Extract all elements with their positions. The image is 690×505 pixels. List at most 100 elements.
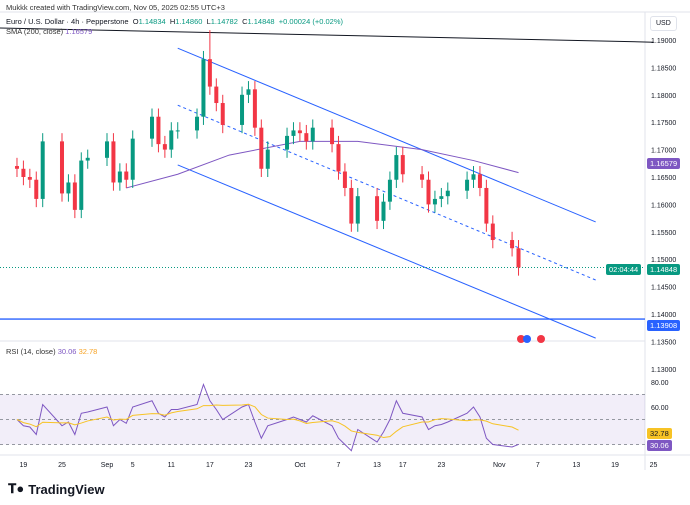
symbol-name[interactable]: Euro / U.S. Dollar · 4h · Pepperstone [6,17,129,26]
candle-body [420,174,425,180]
candle-body [175,130,180,132]
candle-body [156,116,161,145]
change-value: +0.00024 (+0.02%) [278,17,343,26]
rsi-ma-label: 32.78 [647,428,672,439]
candle-body [117,171,122,183]
price-tick: 1.16000 [651,202,676,209]
candle-body [150,116,155,139]
candle-body [130,138,135,180]
candle-body [265,149,270,169]
candle-body [169,130,174,150]
sma-legend[interactable]: SMA (200, close) 1.16579 [6,27,92,36]
rsi-label-tag: 30.06 [647,440,672,451]
time-tick: 13 [373,462,381,469]
price-tick: 1.17000 [651,148,676,155]
candle-body [105,141,109,158]
rsi-tick: 80.00 [651,380,669,387]
price-tick: 1.13000 [651,367,676,374]
candle-body [285,135,290,150]
candle-body [240,94,245,125]
price-tick: 1.14500 [651,285,676,292]
logo-text: TradingView [28,481,105,497]
candle-body [310,127,315,142]
hline-price-label: 1.13908 [647,320,681,331]
sma-price-label: 1.16579 [647,158,681,169]
candle-body [291,130,296,136]
tradingview-logo[interactable]: 𝐓● TradingView [8,481,105,497]
open-label: O [132,17,139,26]
rsi-pane [0,383,645,452]
time-tick: 17 [206,462,214,469]
candle-body [14,166,19,169]
time-tick: 19 [20,462,28,469]
channel-lower-line [177,164,596,339]
high-value: 1.14860 [175,17,203,26]
candle-body [201,59,206,117]
pane-separators [0,11,690,470]
candle-body [484,187,489,224]
candle-body [336,144,341,172]
candle-body [246,89,251,95]
time-tick: Nov [493,462,506,469]
candle-body [394,155,399,180]
time-tick: 19 [611,462,619,469]
credit-line: Mukkk created with TradingView.com, Nov … [6,3,225,12]
time-tick: 25 [650,462,658,469]
candle-body [220,103,225,125]
price-tick: 1.19000 [651,38,676,45]
price-tick: 1.18500 [651,65,676,72]
candle-body [400,155,405,175]
candle-body [349,187,354,224]
candle-body [79,160,84,210]
candle-body [195,116,200,131]
candle-body [342,171,347,188]
candle-body [477,174,482,188]
candle-body [124,171,129,180]
candle-body [66,182,71,194]
eu-flag-icon[interactable] [523,335,531,343]
rsi-line [16,383,519,452]
sma-value: 1.16579 [65,27,93,36]
time-tick: 23 [245,462,253,469]
time-tick: Oct [294,462,305,469]
last-price-label: 1.14848 [647,264,681,275]
candle-body [21,168,26,177]
candle-body [439,196,444,199]
currency-button[interactable]: USD [650,16,677,31]
candles [14,30,521,276]
rsi-legend[interactable]: RSI (14, close) 30.06 32.78 [6,347,97,356]
high-label: H [169,17,176,26]
candle-body [387,179,392,202]
candle-body [510,240,515,249]
candle-body [162,144,167,150]
trend-line [0,27,654,43]
time-tick: 23 [437,462,445,469]
candle-body [375,196,380,221]
candle-body [27,177,32,180]
candle-body [471,174,476,180]
candle-body [40,141,45,199]
candle-body [330,127,335,145]
price-tick: 1.16500 [651,175,676,182]
event-icon[interactable] [537,335,545,343]
open-value: 1.14834 [138,17,166,26]
candle-body [355,196,360,224]
low-value: 1.14782 [210,17,238,26]
time-tick: 13 [572,462,580,469]
rsi-value: 30.06 [57,347,77,356]
price-tick: 1.17500 [651,120,676,127]
us-flag-icon[interactable] [517,335,525,343]
candle-body [34,179,39,199]
price-tick: 1.15000 [651,257,676,264]
rsi-band [0,394,645,445]
channel-mid-line [177,104,596,281]
logo-icon: 𝐓● [8,481,25,496]
symbol-legend: Euro / U.S. Dollar · 4h · Pepperstone O1… [6,17,343,26]
time-tick: 11 [168,462,175,469]
time-tick: 5 [131,462,135,469]
candle-body [59,141,64,194]
candle-body [111,141,116,183]
time-tick: Sep [101,462,114,469]
economic-event-icons[interactable] [517,335,545,343]
